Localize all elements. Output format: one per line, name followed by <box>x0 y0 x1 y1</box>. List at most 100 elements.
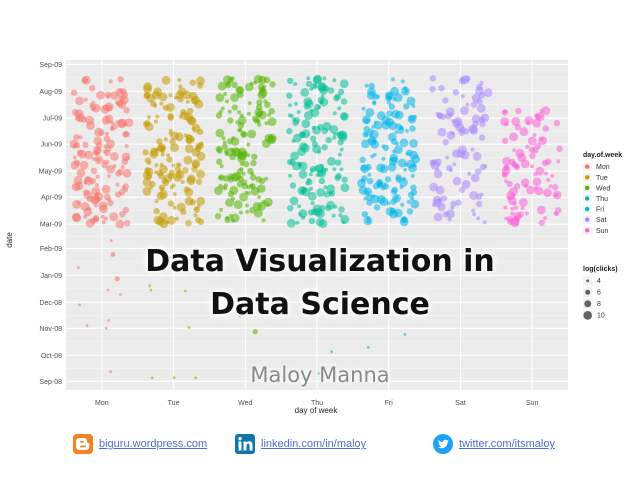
point-fri <box>401 216 408 223</box>
point-thu <box>289 113 294 118</box>
legend-label: Fri <box>596 207 605 214</box>
point-sat <box>445 113 452 120</box>
point-fri <box>405 128 409 133</box>
x-axis: Mon Tue Wed Thu Fri Sat Sun <box>95 400 538 407</box>
point-tue <box>175 90 185 100</box>
blog-link[interactable]: biguru.wordpress.com <box>99 438 208 450</box>
point-fri <box>365 163 372 171</box>
legend-swatch <box>585 164 590 169</box>
point-sun <box>500 117 510 126</box>
point-sat <box>446 165 453 172</box>
point-tue <box>166 153 171 158</box>
point-mon <box>75 96 84 106</box>
point-sat <box>438 85 445 92</box>
point-mon <box>102 160 107 164</box>
point-wed <box>242 160 250 168</box>
point-mon <box>90 167 98 174</box>
point-wed <box>225 198 235 207</box>
point-thu <box>312 75 322 85</box>
point-thu <box>290 151 299 161</box>
point-thu <box>308 186 313 191</box>
point-wed <box>229 213 234 218</box>
point-sun <box>530 164 534 169</box>
point-mon <box>118 293 122 296</box>
y-tick-label: Sep-08 <box>39 379 62 386</box>
chart-points <box>69 74 563 380</box>
point-mon <box>106 174 111 178</box>
point-mon <box>124 220 131 227</box>
legend-size-marker <box>583 311 592 320</box>
legend-size-label: 8 <box>597 301 601 308</box>
point-tue <box>160 152 165 157</box>
legend-label: Thu <box>596 196 608 203</box>
point-sun <box>520 206 525 211</box>
point-fri <box>376 163 385 173</box>
point-tue <box>199 141 204 146</box>
point-sat <box>431 202 436 207</box>
point-sun <box>502 156 511 166</box>
point-thu <box>308 217 316 225</box>
y-tick-label: Nov-08 <box>39 326 62 333</box>
point-fri <box>363 196 368 201</box>
point-sun <box>543 188 552 198</box>
point-mon <box>102 149 107 154</box>
footer-linkedin: linkedin.com/in/maloy <box>234 432 366 456</box>
point-sun <box>506 180 513 188</box>
point-mon <box>85 115 94 125</box>
point-fri <box>400 79 405 84</box>
point-sat <box>482 220 487 225</box>
point-sat <box>452 89 460 96</box>
point-sat <box>460 75 470 85</box>
point-thu <box>337 152 342 157</box>
point-fri <box>364 83 369 88</box>
point-wed <box>227 190 235 198</box>
author-name: Maloy Manna <box>250 363 390 387</box>
point-tue <box>146 115 151 120</box>
point-wed <box>257 122 262 127</box>
point-fri <box>382 144 390 152</box>
legend-size-label: 6 <box>597 290 601 297</box>
point-tue <box>154 163 159 168</box>
point-wed <box>256 104 263 111</box>
point-tue <box>142 177 152 187</box>
point-tue <box>166 216 176 225</box>
point-tue <box>187 326 191 329</box>
point-thu <box>307 191 317 201</box>
point-wed <box>214 213 222 220</box>
point-tue <box>185 220 192 227</box>
point-thu <box>332 167 337 172</box>
point-mon <box>103 216 108 221</box>
point-thu <box>289 182 297 189</box>
point-tue <box>196 169 206 179</box>
point-thu <box>300 143 310 153</box>
point-wed <box>245 209 249 214</box>
point-fri <box>367 138 372 143</box>
point-fri <box>394 145 403 155</box>
twitter-link[interactable]: twitter.com/itsmaloy <box>459 438 555 450</box>
point-fri <box>399 185 404 189</box>
point-thu <box>339 147 344 152</box>
point-tue <box>196 204 201 208</box>
point-thu <box>287 77 294 85</box>
point-thu <box>286 127 293 135</box>
point-sat <box>437 127 447 137</box>
point-wed <box>247 129 257 139</box>
point-wed <box>262 84 267 89</box>
point-thu <box>289 196 299 206</box>
point-mon <box>77 149 87 159</box>
point-mon <box>88 85 96 92</box>
point-sun <box>524 116 534 125</box>
linkedin-link[interactable]: linkedin.com/in/maloy <box>261 438 367 450</box>
point-tue <box>172 192 177 197</box>
point-fri <box>384 176 392 183</box>
point-tue <box>154 170 159 175</box>
point-fri <box>370 194 380 204</box>
point-fri <box>399 138 409 148</box>
point-wed <box>239 192 249 202</box>
point-wed <box>220 106 225 111</box>
y-tick-label: May-09 <box>39 169 62 176</box>
point-fri <box>387 100 391 105</box>
point-mon <box>108 79 113 84</box>
point-thu <box>321 144 328 151</box>
